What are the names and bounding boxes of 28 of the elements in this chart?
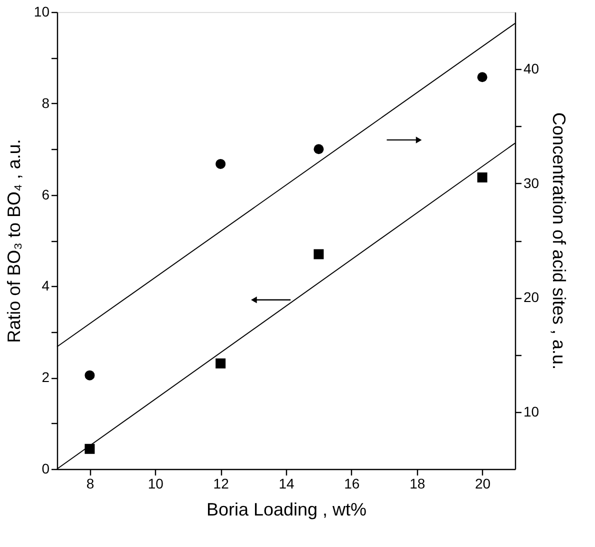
y2-axis-title: Concentration of acid sites , a.u. <box>549 112 570 370</box>
point <box>314 249 324 260</box>
point <box>216 358 226 368</box>
x-tick-label: 18 <box>410 476 426 492</box>
x-tick-label: 20 <box>474 476 491 492</box>
x-tick-label: 12 <box>213 476 230 492</box>
y-tick-label: 0 <box>42 460 50 476</box>
x-tick-label: 16 <box>344 476 360 492</box>
y2-tick-label: 20 <box>524 289 540 306</box>
x-tick-label: 10 <box>148 476 164 492</box>
y-tick-label: 10 <box>34 4 50 20</box>
y-tick-label: 8 <box>42 94 50 111</box>
point <box>477 72 488 82</box>
x-axis-title: Boria Loading , wt% <box>206 500 367 520</box>
y-tick-label: 6 <box>42 186 50 202</box>
y2-tick-label: 40 <box>524 60 540 77</box>
point <box>477 172 488 182</box>
y2-tick-label: 10 <box>524 403 540 420</box>
point <box>84 370 95 380</box>
x-tick-label: 14 <box>278 476 294 492</box>
y-tick-label: 4 <box>42 278 50 294</box>
x-tick-label: 8 <box>86 476 94 492</box>
point <box>216 158 226 169</box>
point <box>84 444 95 454</box>
point <box>314 144 324 154</box>
y-tick-label: 2 <box>42 369 50 386</box>
y2-tick-label: 30 <box>524 174 540 191</box>
y-axis-title: Ratio of BO₃ to BO₄ , a.u. <box>4 139 24 343</box>
